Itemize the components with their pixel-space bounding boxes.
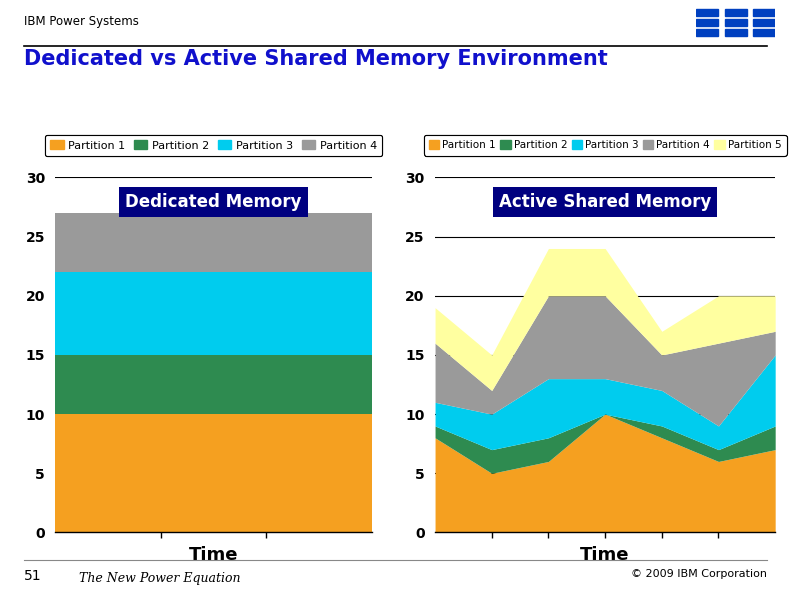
- Text: Dedicated vs Active Shared Memory Environment: Dedicated vs Active Shared Memory Enviro…: [24, 49, 607, 69]
- Bar: [696, 19, 718, 26]
- X-axis label: Time: Time: [581, 547, 630, 564]
- Text: © 2009 IBM Corporation: © 2009 IBM Corporation: [631, 569, 767, 579]
- Bar: [753, 19, 775, 26]
- Text: IBM Power Systems: IBM Power Systems: [24, 15, 138, 28]
- Bar: [725, 29, 747, 37]
- Bar: [725, 9, 747, 16]
- X-axis label: Time: Time: [189, 547, 238, 564]
- Text: 51: 51: [24, 569, 41, 583]
- Text: The New Power Equation: The New Power Equation: [79, 572, 240, 585]
- Bar: [725, 19, 747, 26]
- Bar: [753, 9, 775, 16]
- Bar: [696, 29, 718, 37]
- Bar: [753, 29, 775, 37]
- Legend: Partition 1, Partition 2, Partition 3, Partition 4: Partition 1, Partition 2, Partition 3, P…: [45, 135, 382, 156]
- Text: Dedicated Memory: Dedicated Memory: [125, 193, 302, 211]
- Bar: [696, 9, 718, 16]
- Text: Active Shared Memory: Active Shared Memory: [499, 193, 711, 211]
- Legend: Partition 1, Partition 2, Partition 3, Partition 4, Partition 5: Partition 1, Partition 2, Partition 3, P…: [424, 135, 786, 155]
